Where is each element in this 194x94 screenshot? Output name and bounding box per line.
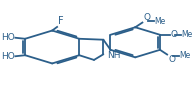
Text: O: O (143, 13, 150, 22)
Text: O: O (170, 30, 177, 39)
Text: Me: Me (182, 30, 193, 39)
Text: Me: Me (179, 51, 191, 60)
Text: F: F (58, 16, 64, 26)
Text: Me: Me (155, 17, 166, 26)
Text: HO: HO (1, 33, 14, 42)
Text: NH: NH (107, 51, 121, 60)
Text: HO: HO (1, 52, 14, 61)
Text: O: O (168, 55, 175, 64)
